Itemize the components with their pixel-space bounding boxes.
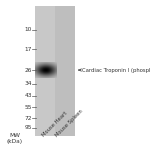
Text: 43: 43: [25, 93, 32, 98]
Bar: [55, 6, 75, 136]
Text: Mouse Spleen: Mouse Spleen: [54, 108, 84, 138]
Text: 72: 72: [25, 116, 32, 121]
Text: 10: 10: [25, 27, 32, 32]
Text: 55: 55: [25, 104, 32, 110]
Text: 26: 26: [25, 67, 32, 73]
Bar: [35, 6, 55, 136]
Text: Cardiac Troponin I (phospho Ser23/Ser24): Cardiac Troponin I (phospho Ser23/Ser24): [82, 67, 150, 73]
Text: 95: 95: [25, 125, 32, 131]
Text: Mouse Heart: Mouse Heart: [41, 110, 68, 138]
Text: MW
(kDa): MW (kDa): [7, 133, 23, 144]
Text: 17: 17: [25, 47, 32, 52]
Text: 34: 34: [25, 81, 32, 86]
